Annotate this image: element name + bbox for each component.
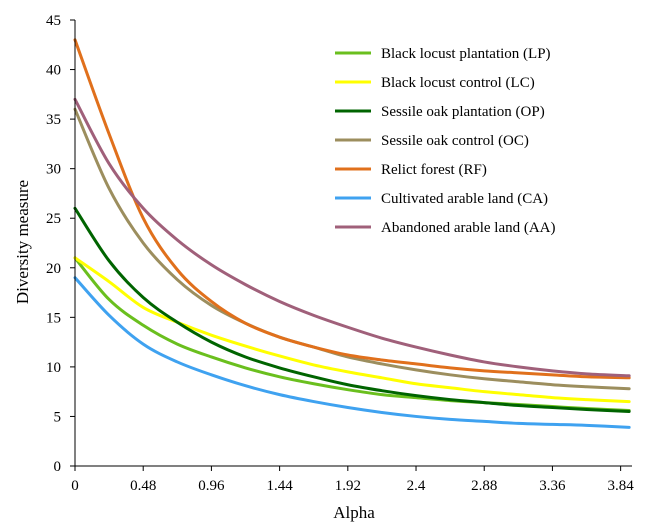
plot-series bbox=[73, 38, 631, 429]
series-line-6 bbox=[73, 97, 631, 378]
x-tick-label: 1.44 bbox=[266, 478, 293, 494]
y-tick-label: 40 bbox=[46, 63, 61, 79]
y-tick-label: 25 bbox=[46, 211, 61, 227]
y-tick-label: 5 bbox=[54, 409, 62, 425]
x-tick-label: 3.84 bbox=[608, 478, 635, 494]
x-axis-title: Alpha bbox=[333, 503, 375, 522]
y-tick-label: 30 bbox=[46, 162, 61, 178]
legend-label: Black locust control (LC) bbox=[381, 75, 535, 91]
y-tick-label: 0 bbox=[54, 459, 62, 475]
legend-label: Black locust plantation (LP) bbox=[381, 46, 551, 62]
x-axis-ticks: 0 0.48 0.96 1.44 1.92 2.4 2.88 3.36 3.84 bbox=[71, 466, 634, 494]
x-tick-label: 0.96 bbox=[198, 478, 225, 494]
legend-label: Sessile oak plantation (OP) bbox=[381, 104, 545, 120]
legend-label: Sessile oak control (OC) bbox=[381, 133, 529, 149]
y-tick-label: 20 bbox=[46, 261, 61, 277]
y-tick-label: 45 bbox=[46, 13, 61, 29]
series-line-3 bbox=[73, 107, 631, 391]
y-axis-ticks: 0 5 10 15 20 25 30 35 40 45 bbox=[46, 13, 75, 475]
y-axis-title: Diversity measure bbox=[13, 180, 32, 304]
x-tick-label: 0 bbox=[71, 478, 79, 494]
series-line-5 bbox=[73, 276, 631, 429]
series-line-1 bbox=[73, 256, 631, 404]
x-tick-label: 1.92 bbox=[335, 478, 361, 494]
y-tick-label: 10 bbox=[46, 360, 61, 376]
x-tick-label: 3.36 bbox=[539, 478, 566, 494]
series-line-2 bbox=[73, 206, 631, 413]
legend-label: Relict forest (RF) bbox=[381, 162, 487, 178]
legend-label: Cultivated arable land (CA) bbox=[381, 191, 548, 207]
series-line-0 bbox=[73, 256, 631, 412]
y-tick-label: 15 bbox=[46, 310, 61, 326]
y-tick-label: 35 bbox=[46, 112, 61, 128]
series-line-4 bbox=[73, 38, 631, 380]
x-tick-label: 0.48 bbox=[130, 478, 156, 494]
legend-label: Abandoned arable land (AA) bbox=[381, 220, 556, 236]
legend: Black locust plantation (LP) Black locust… bbox=[335, 46, 556, 236]
x-tick-label: 2.4 bbox=[407, 478, 426, 494]
x-tick-label: 2.88 bbox=[471, 478, 497, 494]
